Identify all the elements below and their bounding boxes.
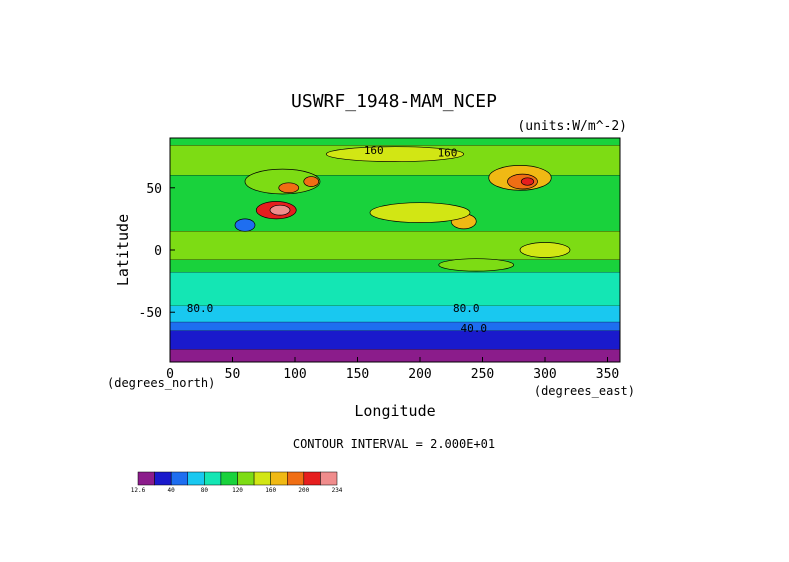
contour-label: 160 <box>364 144 384 157</box>
contour-region <box>519 242 571 258</box>
colorbar-swatch <box>303 471 321 486</box>
colorbar-label: 120 <box>232 487 243 494</box>
colorbar-swatch <box>287 471 305 486</box>
colorbar-label: 12.6 <box>131 487 146 494</box>
zonal-band <box>170 349 620 362</box>
contour-region <box>269 204 291 216</box>
x-units-note: (degrees_east) <box>534 384 635 398</box>
chart-title: USWRF_1948-MAM_NCEP <box>291 91 497 112</box>
colorbar-label: 40 <box>168 487 176 494</box>
zonal-band <box>170 272 620 306</box>
contour-label: 40.0 <box>461 322 488 335</box>
contour-region <box>278 182 300 194</box>
colorbar-swatch <box>187 471 205 486</box>
x-tick-label: 150 <box>346 367 369 382</box>
x-tick-label: 300 <box>533 367 556 382</box>
colorbar-swatch <box>270 471 288 486</box>
colorbar-label: 160 <box>265 487 276 494</box>
x-tick-label: 0 <box>166 367 174 382</box>
colorbar-label: 234 <box>332 487 343 494</box>
colorbar <box>137 471 338 486</box>
colorbar-label: 200 <box>298 487 309 494</box>
contour-label: 160 <box>438 147 458 160</box>
contour-region <box>325 146 465 162</box>
colorbar-swatch <box>204 471 222 486</box>
zonal-band <box>170 259 620 273</box>
colorbar-swatch <box>154 471 172 486</box>
plot-area: 160 160 80.0 80.0 40.0 <box>169 137 621 363</box>
contour-interval: CONTOUR INTERVAL = 2.000E+01 <box>293 437 495 451</box>
colorbar-swatch <box>220 471 238 486</box>
zonal-band <box>170 330 620 350</box>
y-tick-label: 50 <box>146 182 162 197</box>
contour-region <box>244 168 321 195</box>
zonal-band <box>170 138 620 146</box>
y-units-note: (degrees_north) <box>107 376 215 390</box>
x-tick-label: 200 <box>408 367 431 382</box>
contour-label: 80.0 <box>187 302 214 315</box>
colorbar-swatch <box>137 471 155 486</box>
colorbar-swatch <box>320 471 338 486</box>
zonal-band <box>170 322 620 331</box>
x-axis-label: Longitude <box>354 402 435 420</box>
y-axis-label: Latitude <box>114 214 132 286</box>
contour-region <box>438 258 515 272</box>
colorbar-swatch <box>170 471 189 486</box>
contour-region <box>520 177 535 186</box>
zonal-band <box>170 306 620 323</box>
units-label: (units:W/m^-2) <box>517 119 627 134</box>
colorbar-label: 80 <box>201 487 209 494</box>
x-tick-label: 50 <box>225 367 241 382</box>
contour-region <box>303 176 320 187</box>
colorbar-swatch <box>253 471 271 486</box>
y-tick-label: 0 <box>154 244 162 259</box>
colorbar-swatch <box>237 471 255 486</box>
x-tick-label: 250 <box>471 367 494 382</box>
x-tick-label: 350 <box>596 367 619 382</box>
contour-region <box>369 202 471 223</box>
x-tick-label: 100 <box>283 367 306 382</box>
y-tick-label: -50 <box>139 306 162 321</box>
contour-region <box>234 218 256 232</box>
contour-label: 80.0 <box>453 302 480 315</box>
